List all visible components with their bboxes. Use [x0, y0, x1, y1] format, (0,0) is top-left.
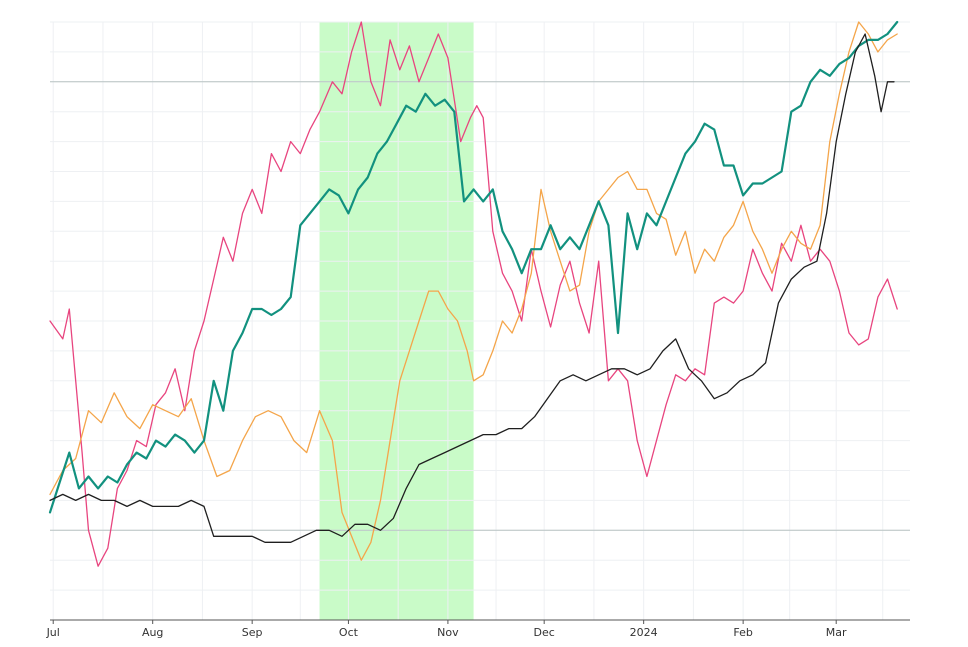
series-line-1: [49, 21, 898, 567]
x-tick-label: Mar: [826, 626, 847, 639]
x-tick-label: Sep: [242, 626, 263, 639]
x-tick-label: Nov: [437, 626, 459, 639]
series-line-4: [49, 33, 895, 543]
x-tick-label: Feb: [733, 626, 752, 639]
x-tick-label: 2024: [630, 626, 658, 639]
x-tick-label: Dec: [534, 626, 555, 639]
x-tick-label: Jul: [46, 626, 60, 639]
x-axis-ticks: Jul Aug Sep Oct Nov Dec 2024 Feb Mar: [46, 620, 847, 639]
x-tick-label: Oct: [339, 626, 359, 639]
series-layer: [48, 20, 899, 567]
reference-lines-layer: [50, 81, 910, 531]
x-tick-label: Aug: [142, 626, 163, 639]
series-line-2: [49, 21, 898, 561]
series-line-3: [48, 20, 899, 514]
